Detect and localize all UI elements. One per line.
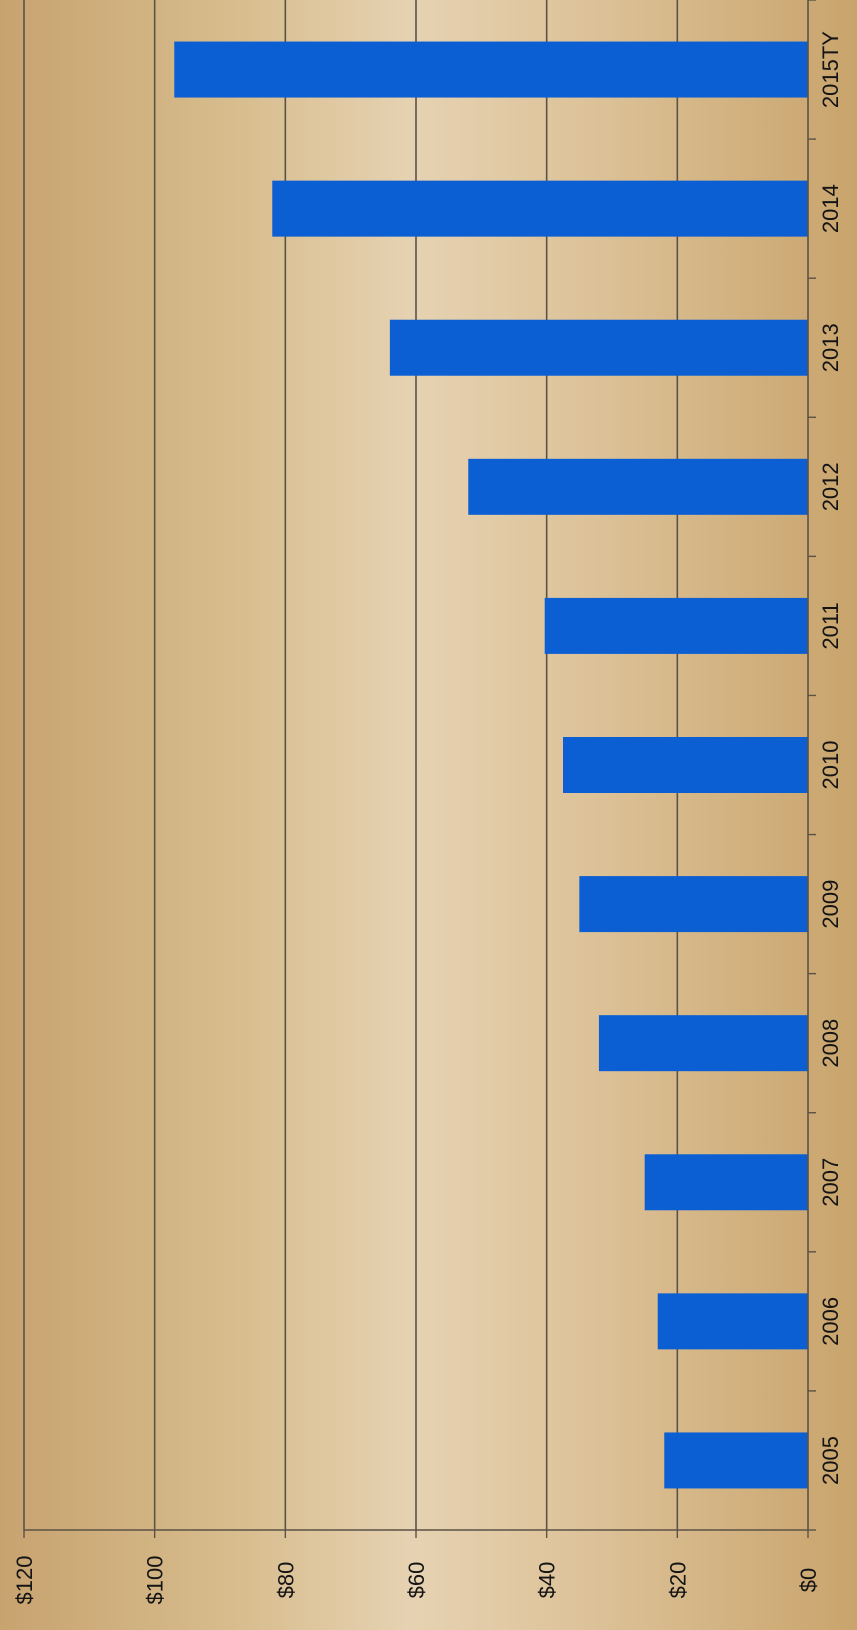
category-label: 2013 bbox=[818, 323, 843, 372]
bar bbox=[563, 737, 808, 793]
bar bbox=[579, 876, 808, 933]
value-tick-label: $80 bbox=[273, 1562, 298, 1599]
bar bbox=[544, 597, 808, 654]
value-tick-label: $40 bbox=[535, 1562, 560, 1599]
gridlines bbox=[23, 0, 679, 1530]
bar bbox=[468, 458, 808, 515]
tick-labels: $0 $20 $40 $60 $80 $100 $120 2005 2006 2007 2008 20… bbox=[12, 31, 843, 1605]
category-label: 2011 bbox=[818, 602, 843, 649]
category-label: 2015TY bbox=[818, 31, 843, 108]
value-tick-label: $0 bbox=[796, 1568, 821, 1592]
category-label: 2009 bbox=[818, 880, 843, 929]
axes bbox=[23, 0, 816, 1538]
bar bbox=[389, 319, 808, 376]
bar bbox=[664, 1432, 808, 1489]
category-label: 2005 bbox=[818, 1436, 843, 1485]
bar bbox=[174, 41, 808, 98]
value-tick-label: $20 bbox=[665, 1562, 690, 1599]
value-tick-label: $60 bbox=[404, 1562, 429, 1599]
bar bbox=[657, 1293, 808, 1350]
category-label: 2007 bbox=[818, 1158, 843, 1207]
bar bbox=[644, 1154, 808, 1211]
category-label: 2006 bbox=[818, 1297, 843, 1346]
bar bbox=[272, 180, 808, 237]
category-label: 2008 bbox=[818, 1019, 843, 1068]
category-label: 2012 bbox=[818, 462, 843, 511]
bars bbox=[174, 41, 808, 1489]
bar bbox=[598, 1015, 808, 1072]
value-tick-label: $100 bbox=[143, 1556, 168, 1605]
category-label: 2014 bbox=[818, 184, 843, 233]
category-label: 2010 bbox=[818, 741, 843, 790]
value-tick-label: $120 bbox=[12, 1556, 37, 1605]
